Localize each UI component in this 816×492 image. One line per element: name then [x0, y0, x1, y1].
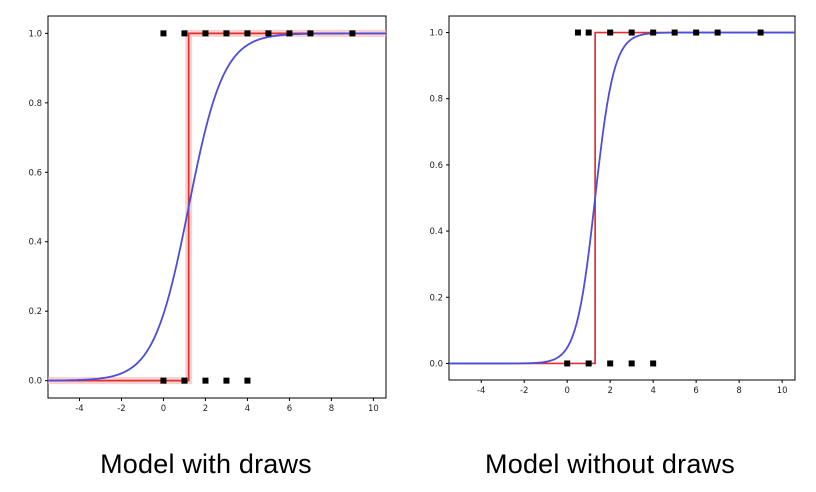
chart-with-draws: -4 -2 0 2 4 6 8 10 0.0 0.2 0.4 0.6 0.8 1.0 [14, 6, 398, 426]
x-tick-label: 6 [287, 404, 292, 414]
data-point [223, 30, 230, 37]
x-tick-label: 4 [245, 404, 250, 414]
data-point [223, 377, 230, 384]
data-point [349, 30, 356, 37]
data-point [757, 29, 764, 36]
data-point [160, 377, 167, 384]
data-point [307, 30, 314, 37]
x-tick-label: 6 [693, 386, 698, 396]
chart-panel-without-draws: -4 -2 0 2 4 6 8 10 0.0 0.2 0.4 0.6 0.8 1.0 Model with… [408, 6, 812, 492]
x-tick-label: 10 [368, 404, 379, 414]
data-point [564, 360, 571, 367]
data-point [628, 29, 635, 36]
data-point [607, 360, 614, 367]
caption-with-draws: Model with draws [100, 449, 312, 479]
data-point [650, 360, 657, 367]
data-point [607, 29, 614, 36]
x-tick-label: 2 [203, 404, 208, 414]
x-tick-label: -4 [477, 386, 485, 396]
y-tick-label: 0.4 [429, 227, 443, 237]
data-point [585, 360, 592, 367]
data-point [202, 377, 209, 384]
plot-frame [47, 15, 387, 399]
chart-panel-with-draws: -4 -2 0 2 4 6 8 10 0.0 0.2 0.4 0.6 0.8 1.0 Model with… [4, 6, 408, 492]
x-tick-label: 0 [564, 386, 569, 396]
x-tick-label: 2 [607, 386, 612, 396]
x-tick-label: -4 [75, 404, 83, 414]
step-function-line [48, 32, 386, 382]
draws-band [48, 29, 386, 385]
data-point [628, 360, 635, 367]
y-tick-label: 0.0 [429, 359, 443, 369]
y-tick-label: 0.6 [429, 161, 443, 171]
y-tick-label: 0.8 [429, 95, 443, 105]
y-tick-label: 0.2 [429, 293, 443, 303]
sigmoid-curve [47, 32, 386, 382]
x-tick-label: -2 [520, 386, 528, 396]
data-point [714, 29, 721, 36]
y-tick-label: 0.8 [28, 99, 42, 109]
y-tick-label: 0.6 [28, 168, 42, 178]
y-tick-label: 0.4 [28, 238, 42, 248]
data-point [574, 29, 581, 36]
data-point [181, 377, 188, 384]
data-point [244, 377, 251, 384]
sigmoid-curve [449, 31, 795, 365]
step-function-line [449, 31, 795, 365]
data-point [286, 30, 293, 37]
plot-frame [448, 15, 796, 381]
y-tick-label: 1.0 [28, 29, 42, 39]
data-point [181, 30, 188, 37]
data-point [671, 29, 678, 36]
data-point [650, 29, 657, 36]
y-tick-label: 1.0 [429, 29, 443, 39]
data-point [585, 29, 592, 36]
x-tick-label: 8 [736, 386, 741, 396]
x-tick-label: 4 [650, 386, 655, 396]
chart-without-draws: -4 -2 0 2 4 6 8 10 0.0 0.2 0.4 0.6 0.8 1.0 [415, 6, 805, 426]
data-point [202, 30, 209, 37]
y-tick-label: 0.0 [28, 377, 42, 387]
data-point [160, 30, 167, 37]
x-tick-label: 10 [777, 386, 788, 396]
data-point [693, 29, 700, 36]
x-tick-label: 0 [161, 404, 166, 414]
data-point [244, 30, 251, 37]
data-point [265, 30, 272, 37]
x-tick-label: 8 [329, 404, 334, 414]
caption-without-draws: Model without draws [485, 449, 735, 479]
y-tick-label: 0.2 [28, 307, 42, 317]
x-tick-label: -2 [117, 404, 125, 414]
